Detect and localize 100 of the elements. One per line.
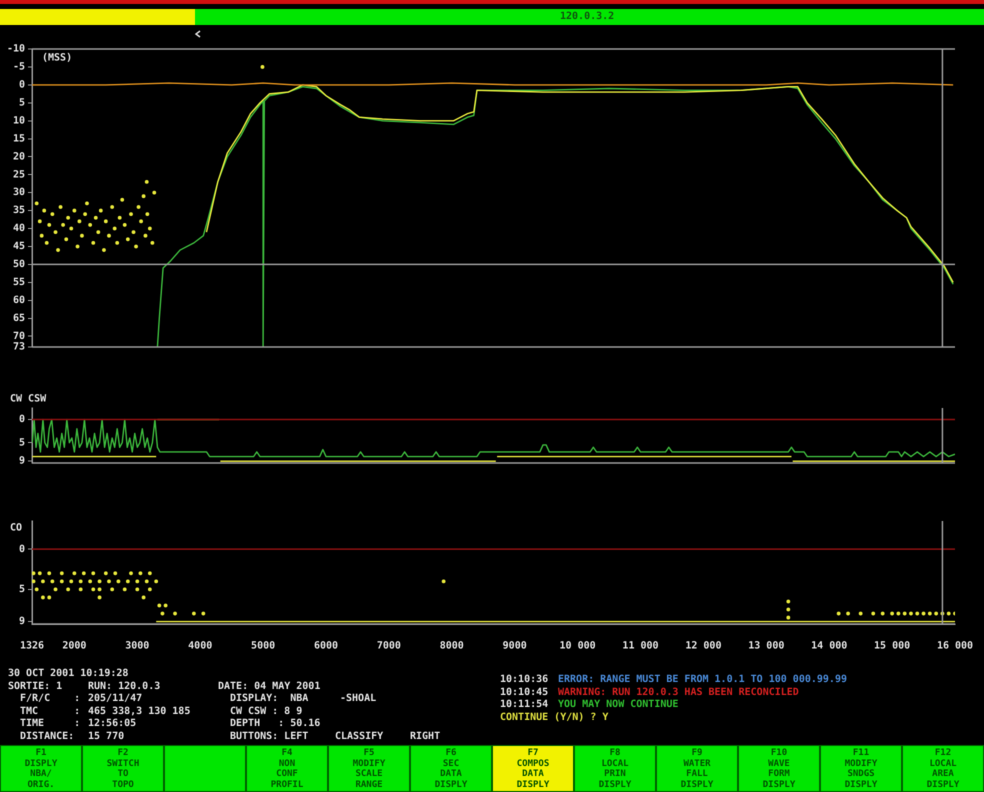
text: DISTANCE:: [20, 731, 74, 743]
text: DISPLAY: NBA: [230, 693, 308, 705]
point: [40, 234, 44, 238]
point: [54, 230, 58, 234]
y-tick-label: 9: [18, 616, 25, 628]
y-tick-label: -10: [6, 44, 25, 55]
text: F5 MODIFY SCALE RANGE: [328, 745, 410, 792]
point: [118, 216, 122, 220]
x-tick-label: 1326: [20, 640, 44, 652]
text: 10:10:36: [500, 674, 548, 686]
point: [98, 208, 103, 212]
y-tick-label: 10: [12, 115, 25, 126]
y-tick-label: 0: [18, 79, 25, 90]
text: RIGHT: [410, 731, 440, 743]
text: 465 338,3 130 185: [88, 706, 190, 718]
point: [144, 180, 149, 184]
text: 12:56:05: [88, 718, 136, 730]
point: [144, 234, 148, 238]
point: [91, 240, 96, 245]
point: [102, 248, 106, 252]
point: [142, 194, 146, 198]
y-tick-label: 5: [18, 97, 25, 108]
y-tick-label: 40: [12, 223, 25, 234]
text: F6 SEC DATA DISPLY: [410, 745, 492, 792]
point: [58, 205, 62, 209]
point: [88, 223, 92, 227]
x-tick-label: 13 000: [748, 640, 784, 652]
point: [152, 190, 156, 195]
y-tick-label: 0: [18, 414, 25, 426]
point: [104, 219, 108, 224]
text: F4 NON CONF PROFIL: [246, 745, 328, 792]
y-tick-label: 20: [12, 151, 25, 162]
x-tick-label: 16 000: [936, 640, 974, 652]
text: ERROR: RANGE MUST BE FROM 1.0.1 TO 100 000.99.99: [558, 674, 847, 686]
text: F10 WAVE FORM DISPLY: [738, 745, 820, 792]
y-tick-label: 70: [12, 330, 25, 342]
y-tick-label: 45: [12, 241, 25, 252]
point: [85, 201, 89, 206]
text: CONTINUE (Y/N) ? Y: [500, 712, 608, 724]
text: -SHOAL: [340, 693, 376, 705]
point: [136, 205, 140, 209]
x-tick-label: 4000: [188, 640, 212, 652]
point: [38, 219, 42, 224]
text: TMC :: [20, 706, 80, 718]
text: F11 MODIFY SNDGS DISPLY: [820, 745, 902, 792]
x-tick-label: 8000: [440, 640, 464, 652]
point: [148, 226, 152, 230]
text: F12 LOCAL AREA DISPLY: [902, 745, 984, 792]
y-tick-label: 35: [12, 205, 25, 216]
text: F7 COMPOS DATA DISPLY: [492, 745, 574, 792]
point: [42, 208, 46, 212]
text: 10:10:45: [500, 687, 548, 699]
x-tick-label: 11 000: [622, 640, 659, 652]
point: [120, 198, 124, 202]
point: [78, 219, 82, 224]
y-tick-label: 60: [12, 294, 25, 306]
x-tick-label: 3000: [125, 640, 150, 652]
point: [66, 216, 70, 220]
point: [50, 212, 54, 216]
text: F2 SWITCH TO TOPO: [82, 745, 164, 792]
x-tick-label: 9000: [502, 640, 527, 652]
text: CW CSW : 8 9: [230, 706, 302, 718]
point: [64, 237, 68, 242]
point: [129, 212, 133, 216]
point: [115, 240, 120, 245]
text: WARNING: RUN 120.0.3 HAS BEEN RECONCILED: [558, 687, 799, 699]
text: YOU MAY NOW CONTINUE: [558, 699, 678, 711]
y-tick-label: 5: [18, 437, 25, 448]
point: [134, 244, 138, 248]
point: [139, 219, 143, 224]
y-tick-label: 73: [12, 342, 25, 353]
text: RUN: 120.0.3: [88, 681, 160, 693]
point: [96, 230, 100, 234]
x-tick-label: 12 000: [685, 640, 722, 652]
point: [34, 201, 39, 206]
point: [80, 234, 84, 238]
y-axis-title: CO: [10, 522, 22, 534]
point: [56, 248, 60, 252]
text: 15 770: [88, 731, 124, 743]
y-tick-label: 65: [12, 312, 25, 324]
y-tick-label: 9: [18, 456, 25, 467]
y-tick-label: 5: [18, 584, 25, 595]
text: SORTIE: 1: [8, 681, 62, 693]
text: CLASSIFY: [335, 731, 384, 743]
point: [126, 237, 130, 242]
point: [61, 223, 65, 227]
y-tick-label: -5: [12, 62, 25, 73]
point: [132, 230, 136, 234]
text: 30 OCT 2001 10:19:28: [8, 668, 128, 680]
point: [112, 226, 117, 230]
y-axis-title: (MSS): [42, 52, 72, 64]
point: [107, 234, 111, 238]
text: 10:11:54: [500, 699, 548, 711]
x-tick-label: 10 000: [560, 640, 596, 652]
y-tick-label: 25: [12, 169, 25, 180]
text: DEPTH : 50.16: [230, 718, 320, 730]
text: F9 WATER FALL DISPLY: [656, 745, 738, 792]
point: [47, 223, 52, 227]
x-tick-label: 6000: [314, 640, 338, 652]
text: BUTTONS: LEFT: [230, 731, 308, 743]
